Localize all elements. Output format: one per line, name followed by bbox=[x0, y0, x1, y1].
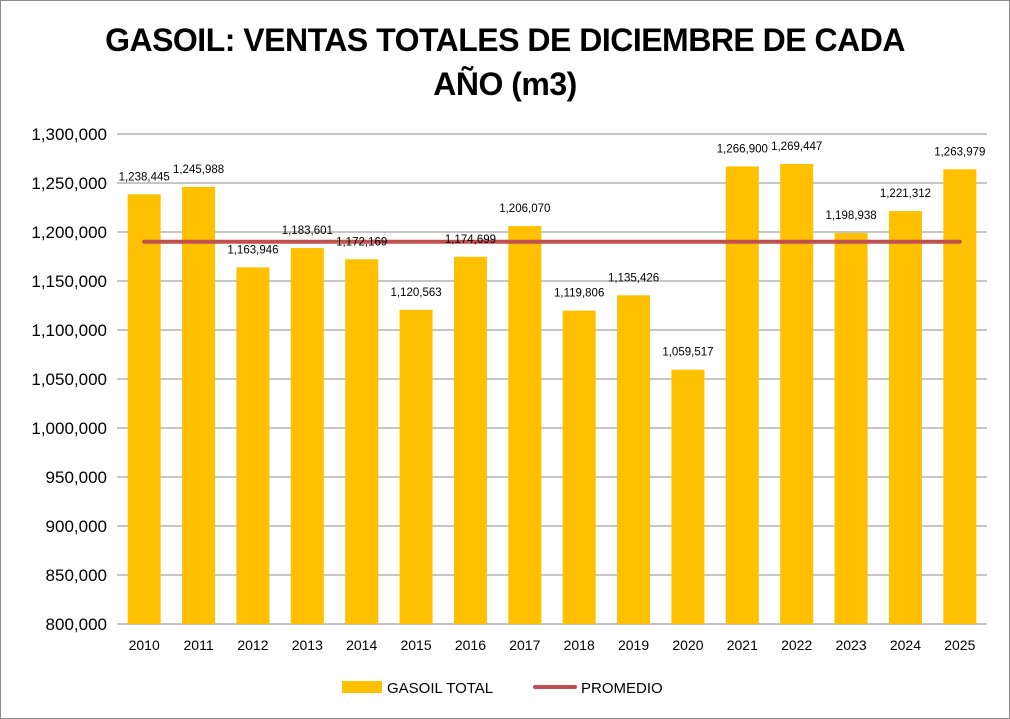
bar bbox=[345, 259, 379, 624]
bar bbox=[127, 194, 161, 624]
bar bbox=[617, 295, 651, 624]
bar bbox=[182, 186, 216, 624]
data-label: 1,119,806 bbox=[554, 288, 604, 300]
y-tick-label: 1,300,000 bbox=[31, 125, 107, 144]
x-tick-label: 2024 bbox=[890, 637, 921, 653]
data-label: 1,135,426 bbox=[608, 272, 659, 284]
data-label: 1,120,563 bbox=[390, 287, 441, 299]
bar bbox=[671, 369, 705, 624]
data-label: 1,174,699 bbox=[445, 234, 496, 246]
bar bbox=[508, 226, 542, 625]
x-tick-label: 2022 bbox=[781, 637, 812, 653]
bar bbox=[562, 310, 596, 624]
bar bbox=[834, 233, 868, 624]
chart-title-line-2: AÑO (m3) bbox=[433, 66, 577, 102]
data-label: 1,198,938 bbox=[825, 210, 876, 222]
y-tick-label: 900,000 bbox=[46, 517, 107, 536]
x-tick-label: 2014 bbox=[346, 637, 377, 653]
data-label: 1,221,312 bbox=[880, 188, 931, 200]
data-label: 1,269,447 bbox=[771, 141, 822, 153]
legend-label-promedio: PROMEDIO bbox=[581, 680, 663, 697]
x-tick-label: 2016 bbox=[455, 637, 486, 653]
x-tick-label: 2019 bbox=[618, 637, 649, 653]
chart-title: GASOIL: VENTAS TOTALES DE DICIEMBRE DE C… bbox=[0, 18, 1010, 106]
data-label: 1,245,988 bbox=[173, 164, 224, 176]
legend: GASOIL TOTAL PROMEDIO bbox=[342, 680, 663, 697]
x-tick-label: 2011 bbox=[184, 637, 214, 653]
x-tick-label: 2021 bbox=[727, 637, 758, 653]
legend-swatch-gasoil-total bbox=[342, 681, 382, 693]
x-tick-label: 2012 bbox=[237, 637, 268, 653]
bar bbox=[236, 267, 270, 624]
x-tick-label: 2017 bbox=[509, 637, 540, 653]
bar bbox=[399, 309, 433, 624]
y-axis: 1,300,000 1,250,000 1,200,000 1,150,000 1,10… bbox=[31, 125, 107, 634]
x-tick-label: 2018 bbox=[564, 637, 595, 653]
data-label: 1,263,979 bbox=[934, 146, 985, 158]
x-tick-label: 2010 bbox=[129, 637, 160, 653]
bar bbox=[453, 256, 487, 624]
bar bbox=[725, 166, 759, 625]
data-label: 1,266,900 bbox=[717, 143, 768, 155]
y-tick-label: 950,000 bbox=[46, 468, 107, 487]
y-tick-label: 1,000,000 bbox=[31, 419, 107, 438]
bar bbox=[290, 248, 324, 624]
bar bbox=[888, 211, 922, 624]
y-tick-label: 850,000 bbox=[46, 566, 107, 585]
y-tick-label: 1,250,000 bbox=[31, 174, 107, 193]
legend-label-gasoil-total: GASOIL TOTAL bbox=[387, 680, 493, 697]
data-label: 1,172,169 bbox=[336, 236, 387, 248]
y-tick-label: 1,150,000 bbox=[31, 272, 107, 291]
x-tick-label: 2023 bbox=[835, 637, 866, 653]
y-tick-label: 1,200,000 bbox=[31, 223, 107, 242]
y-tick-label: 1,100,000 bbox=[31, 321, 107, 340]
data-label: 1,163,946 bbox=[227, 244, 278, 256]
chart-title-line-1: GASOIL: VENTAS TOTALES DE DICIEMBRE DE C… bbox=[105, 22, 905, 58]
bars bbox=[127, 163, 977, 625]
data-label: 1,059,517 bbox=[662, 347, 713, 359]
data-label: 1,206,070 bbox=[499, 203, 550, 215]
y-tick-label: 800,000 bbox=[46, 615, 107, 634]
data-label: 1,238,445 bbox=[119, 171, 170, 183]
bar bbox=[943, 169, 977, 624]
y-tick-label: 1,050,000 bbox=[31, 370, 107, 389]
x-tick-label: 2015 bbox=[400, 637, 431, 653]
bar bbox=[780, 163, 814, 624]
x-axis: 2010 2011 2012 2013 2014 2015 2016 2017 2018 2019… bbox=[129, 637, 976, 653]
data-labels: 1,238,4451,245,9881,163,9461,183,6011,17… bbox=[119, 141, 986, 359]
data-label: 1,183,601 bbox=[282, 225, 333, 237]
x-tick-label: 2020 bbox=[672, 637, 703, 653]
x-tick-label: 2025 bbox=[944, 637, 975, 653]
x-tick-label: 2013 bbox=[292, 637, 323, 653]
